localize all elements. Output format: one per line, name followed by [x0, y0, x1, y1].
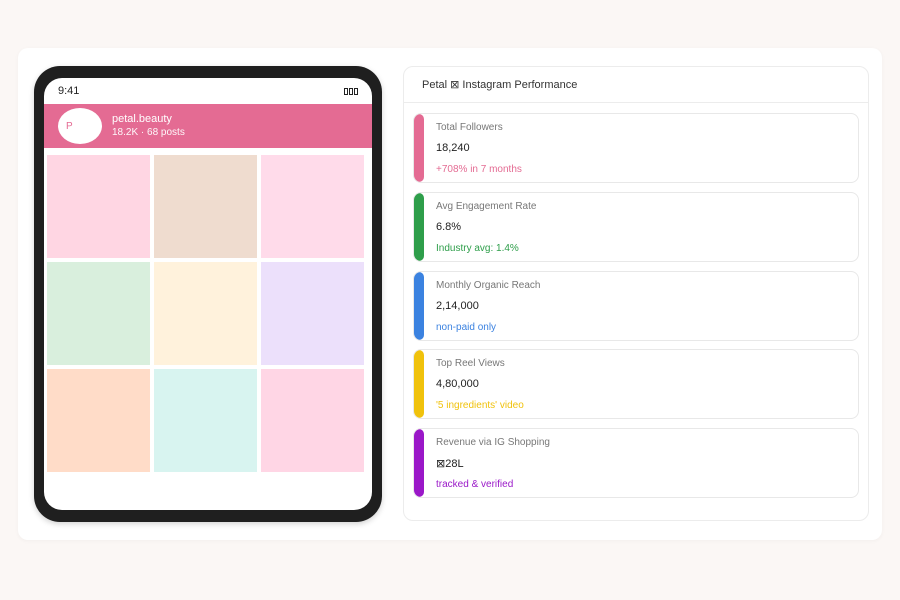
profile-header[interactable]: P petal.beauty 18.2K · 68 posts — [44, 104, 372, 148]
metric-value: 6.8% — [436, 221, 462, 233]
metric-accent-bar — [414, 114, 424, 182]
status-time: 9:41 — [58, 85, 80, 97]
profile-info: petal.beauty 18.2K · 68 posts — [112, 112, 185, 140]
metric-note: Industry avg: 1.4% — [436, 243, 519, 254]
metric-label: Monthly Organic Reach — [436, 280, 541, 291]
post-tile[interactable] — [261, 262, 364, 365]
metric-card-reach: Monthly Organic Reach 2,14,000 non-paid … — [413, 271, 859, 341]
profile-meta: 18.2K · 68 posts — [112, 127, 185, 138]
metric-accent-bar — [414, 193, 424, 261]
metric-value: ⊠28L — [436, 458, 464, 470]
panel-title: Petal ⊠ Instagram Performance — [404, 67, 868, 103]
battery-icon — [344, 87, 358, 95]
avatar[interactable]: P — [58, 108, 102, 144]
metric-note: tracked & verified — [436, 479, 514, 490]
metric-accent-bar — [414, 429, 424, 497]
metric-accent-bar — [414, 272, 424, 340]
metric-label: Avg Engagement Rate — [436, 201, 537, 212]
post-grid — [47, 155, 365, 473]
post-tile[interactable] — [261, 369, 364, 472]
metric-card-reel-views: Top Reel Views 4,80,000 '5 ingredients' … — [413, 349, 859, 419]
metric-value: 4,80,000 — [436, 378, 479, 390]
metric-card-followers: Total Followers 18,240 +708% in 7 months — [413, 113, 859, 183]
avatar-letter: P — [66, 120, 73, 132]
metric-label: Total Followers — [436, 122, 503, 133]
post-tile[interactable] — [47, 262, 150, 365]
post-tile[interactable] — [47, 155, 150, 258]
metric-label: Revenue via IG Shopping — [436, 437, 550, 448]
post-tile[interactable] — [47, 369, 150, 472]
metric-note: +708% in 7 months — [436, 164, 522, 175]
metric-note: non-paid only — [436, 322, 497, 333]
metric-value: 2,14,000 — [436, 300, 479, 312]
post-tile[interactable] — [154, 262, 257, 365]
metric-note: '5 ingredients' video — [436, 400, 524, 411]
metric-card-revenue: Revenue via IG Shopping ⊠28L tracked & v… — [413, 428, 859, 498]
performance-panel: Petal ⊠ Instagram Performance Total Foll… — [403, 66, 869, 521]
status-bar: 9:41 — [44, 78, 372, 104]
phone-screen: 9:41 P petal.beauty 18.2K · 68 posts — [44, 78, 372, 510]
post-tile[interactable] — [154, 155, 257, 258]
profile-name: petal.beauty — [112, 113, 172, 125]
metric-value: 18,240 — [436, 142, 470, 154]
metric-accent-bar — [414, 350, 424, 418]
post-tile[interactable] — [154, 369, 257, 472]
post-tile[interactable] — [261, 155, 364, 258]
metric-label: Top Reel Views — [436, 358, 505, 369]
metric-card-engagement: Avg Engagement Rate 6.8% Industry avg: 1… — [413, 192, 859, 262]
phone-mockup: 9:41 P petal.beauty 18.2K · 68 posts — [34, 66, 382, 522]
